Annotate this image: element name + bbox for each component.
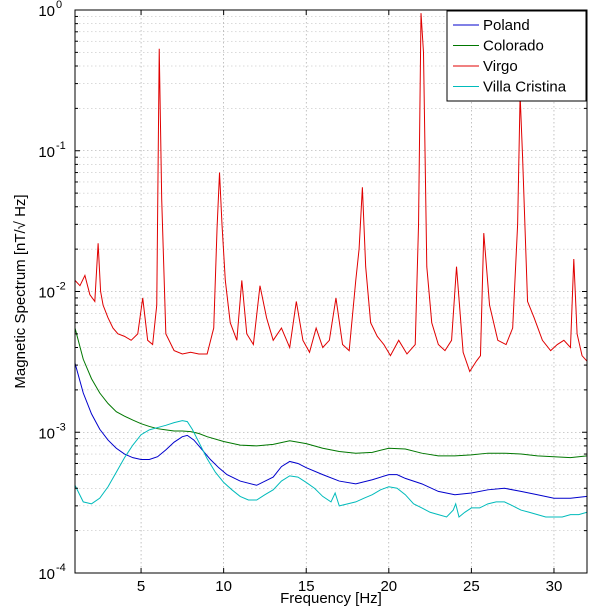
x-tick-labels: 5 10 15 20 25 30 bbox=[137, 578, 562, 595]
y-tick-label-exponent: -2 bbox=[56, 281, 66, 293]
series-line-villa-cristina bbox=[74, 420, 588, 518]
y-tick-label-base: 10 bbox=[38, 285, 55, 302]
series-line-virgo bbox=[74, 13, 588, 373]
y-tick-label: 10 -2 bbox=[38, 281, 65, 302]
legend-entry: Colorado bbox=[483, 38, 544, 55]
x-axis-label: Frequency [Hz] bbox=[280, 590, 382, 607]
x-tick-label: 5 bbox=[137, 578, 145, 595]
y-tick-label: 10 -3 bbox=[38, 421, 65, 442]
legend-entry: Virgo bbox=[483, 58, 518, 75]
y-tick-label-base: 10 bbox=[38, 144, 55, 161]
x-tick-label: 10 bbox=[215, 578, 232, 595]
x-tick-label: 20 bbox=[380, 578, 397, 595]
y-tick-label: 10 -4 bbox=[38, 562, 65, 583]
y-tick-label-base: 10 bbox=[38, 566, 55, 583]
legend-entry: Villa Cristina bbox=[483, 79, 567, 96]
y-tick-label-exponent: 0 bbox=[56, 0, 62, 11]
y-tick-label-exponent: -4 bbox=[56, 562, 66, 574]
legend-entry: Poland bbox=[483, 17, 530, 34]
series-line-colorado bbox=[74, 327, 588, 459]
x-tick-label: 30 bbox=[546, 578, 563, 595]
y-axis-label: Magnetic Spectrum [nT/√ Hz] bbox=[12, 194, 29, 388]
legend: Poland Colorado Virgo Villa Cristina bbox=[446, 10, 587, 102]
series-lines bbox=[74, 13, 588, 518]
y-tick-label: 10 -1 bbox=[38, 140, 65, 161]
y-tick-label-base: 10 bbox=[38, 425, 55, 442]
x-tick-label: 25 bbox=[463, 578, 480, 595]
y-tick-label-exponent: -1 bbox=[56, 140, 66, 152]
y-tick-label-base: 10 bbox=[38, 3, 55, 20]
x-tick-label: 15 bbox=[298, 578, 315, 595]
y-tick-label-exponent: -3 bbox=[56, 421, 66, 433]
series-line-poland bbox=[74, 362, 588, 499]
y-tick-label: 10 0 bbox=[38, 0, 62, 20]
